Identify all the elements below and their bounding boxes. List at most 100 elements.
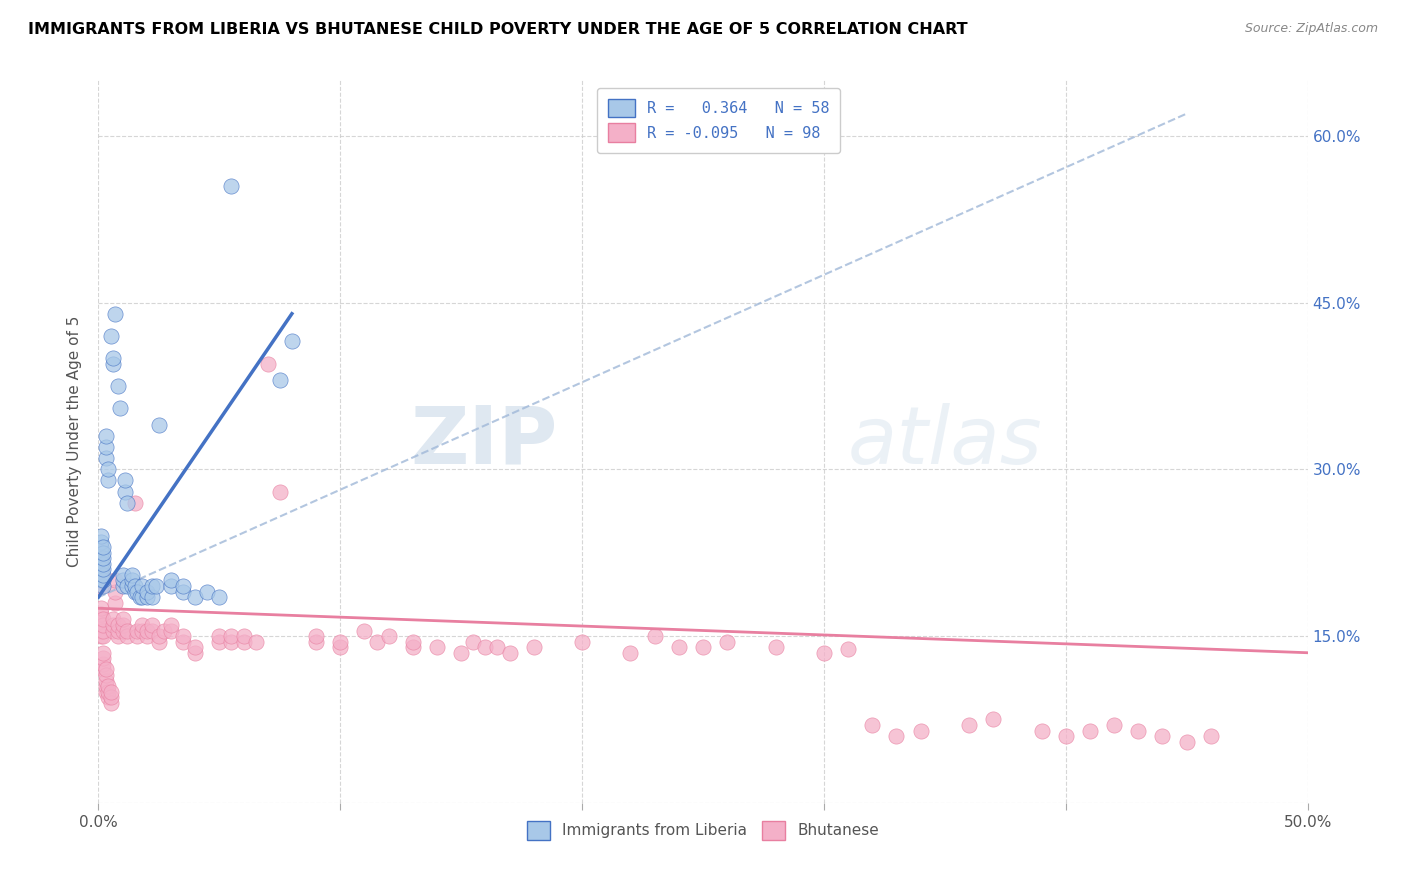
Point [910,723,932,738]
Point [91,579,114,593]
Point [402,634,425,648]
Point [148,634,170,648]
Point [104,574,127,588]
Point [94,668,117,682]
Point [111,579,134,593]
Point [90,629,112,643]
Point [90,568,112,582]
Point [127,629,149,643]
Point [90,562,112,576]
Point [402,640,425,655]
Point [97,690,120,705]
Point [91,551,114,566]
Point [141,590,163,604]
Point [692,640,714,655]
Point [131,579,153,593]
Point [90,546,112,560]
Point [117,629,139,643]
Point [94,662,117,676]
Point [114,474,136,488]
Point [1102,718,1125,732]
Point [1031,723,1053,738]
Point [305,629,328,643]
Point [101,357,124,371]
Point [91,546,114,560]
Point [91,646,114,660]
Point [97,684,120,698]
Point [90,529,112,543]
Point [1199,729,1222,743]
Point [101,351,124,366]
Point [377,629,399,643]
Point [141,579,163,593]
Point [124,496,146,510]
Point [91,624,114,638]
Y-axis label: Child Poverty Under the Age of 5: Child Poverty Under the Age of 5 [67,316,83,567]
Point [94,679,117,693]
Legend: Immigrants from Liberia, Bhutanese: Immigrants from Liberia, Bhutanese [520,815,886,846]
Point [135,629,157,643]
Point [232,629,254,643]
Point [111,612,134,626]
Point [90,612,112,626]
Point [107,624,129,638]
Point [716,634,738,648]
Point [571,634,593,648]
Point [91,612,114,626]
Point [90,540,112,554]
Point [90,601,112,615]
Point [91,540,114,554]
Point [981,713,1004,727]
Point [91,568,114,582]
Text: atlas: atlas [848,402,1043,481]
Point [90,551,112,566]
Point [100,329,122,343]
Point [474,640,496,655]
Point [1152,729,1174,743]
Point [94,451,117,466]
Point [523,640,546,655]
Point [1078,723,1101,738]
Text: IMMIGRANTS FROM LIBERIA VS BHUTANESE CHILD POVERTY UNDER THE AGE OF 5 CORRELATIO: IMMIGRANTS FROM LIBERIA VS BHUTANESE CHI… [28,22,967,37]
Point [128,590,150,604]
Point [813,646,835,660]
Point [111,618,134,632]
Point [269,373,291,387]
Point [245,634,267,648]
Point [90,607,112,621]
Point [1128,723,1150,738]
Point [91,562,114,576]
Point [101,624,124,638]
Point [94,440,117,454]
Point [104,307,127,321]
Point [366,634,388,648]
Point [160,574,183,588]
Point [221,634,243,648]
Point [97,462,120,476]
Point [94,684,117,698]
Point [91,574,114,588]
Point [498,646,520,660]
Point [644,629,666,643]
Point [195,584,218,599]
Point [111,624,134,638]
Point [957,718,980,732]
Point [668,640,690,655]
Point [208,629,231,643]
Point [131,624,153,638]
Point [94,673,117,688]
Point [160,624,183,638]
Point [135,584,157,599]
Point [101,612,124,626]
Point [1054,729,1077,743]
Point [127,584,149,599]
Point [91,651,114,665]
Point [221,178,243,193]
Point [172,579,194,593]
Point [353,624,375,638]
Point [124,584,146,599]
Point [172,634,194,648]
Point [121,568,143,582]
Point [104,596,127,610]
Point [486,640,509,655]
